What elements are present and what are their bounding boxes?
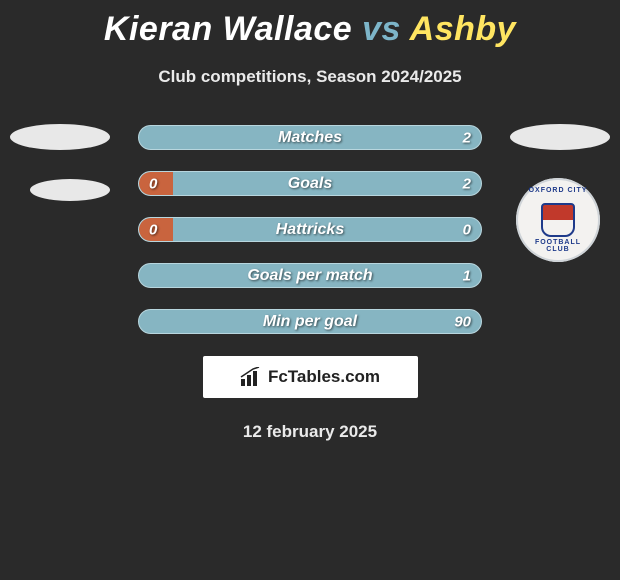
- stat-row: Min per goal 90: [138, 309, 482, 334]
- stat-label: Goals: [288, 175, 332, 193]
- player1-ellipse-bottom: [30, 179, 110, 201]
- player1-ellipse-top: [10, 124, 110, 150]
- stat-row: Goals per match 1: [138, 263, 482, 288]
- vs-label: vs: [362, 10, 401, 48]
- stat-row: 0 Hattricks 0: [138, 217, 482, 242]
- player2-ellipse-top: [510, 124, 610, 150]
- stat-value-right: 2: [463, 175, 471, 192]
- comparison-title: Kieran Wallace vs Ashby: [0, 0, 620, 49]
- stat-value-left: 0: [149, 175, 157, 192]
- brand-box: FcTables.com: [203, 356, 418, 398]
- stat-value-right: 2: [463, 129, 471, 146]
- brand-text: FcTables.com: [268, 367, 380, 387]
- stat-row: 0 Goals 2: [138, 171, 482, 196]
- stat-label: Min per goal: [263, 313, 357, 331]
- club-badge-shield: [541, 203, 575, 237]
- stat-value-right: 1: [463, 267, 471, 284]
- player2-name: Ashby: [410, 10, 516, 48]
- club-badge-text-top: OXFORD CITY: [522, 187, 594, 194]
- stat-label: Hattricks: [276, 221, 344, 239]
- stat-row: Matches 2: [138, 125, 482, 150]
- club-badge-text-bottom: FOOTBALL CLUB: [522, 239, 594, 253]
- stat-label: Matches: [278, 129, 342, 147]
- subtitle: Club competitions, Season 2024/2025: [0, 67, 620, 87]
- stat-label: Goals per match: [247, 267, 372, 285]
- stat-value-left: 0: [149, 221, 157, 238]
- player1-name: Kieran Wallace: [104, 10, 352, 48]
- club-badge: OXFORD CITY FOOTBALL CLUB: [516, 178, 600, 262]
- stat-value-right: 0: [463, 221, 471, 238]
- footer-date: 12 february 2025: [0, 422, 620, 442]
- bar-chart-icon: [240, 367, 262, 387]
- stat-value-right: 90: [454, 313, 471, 330]
